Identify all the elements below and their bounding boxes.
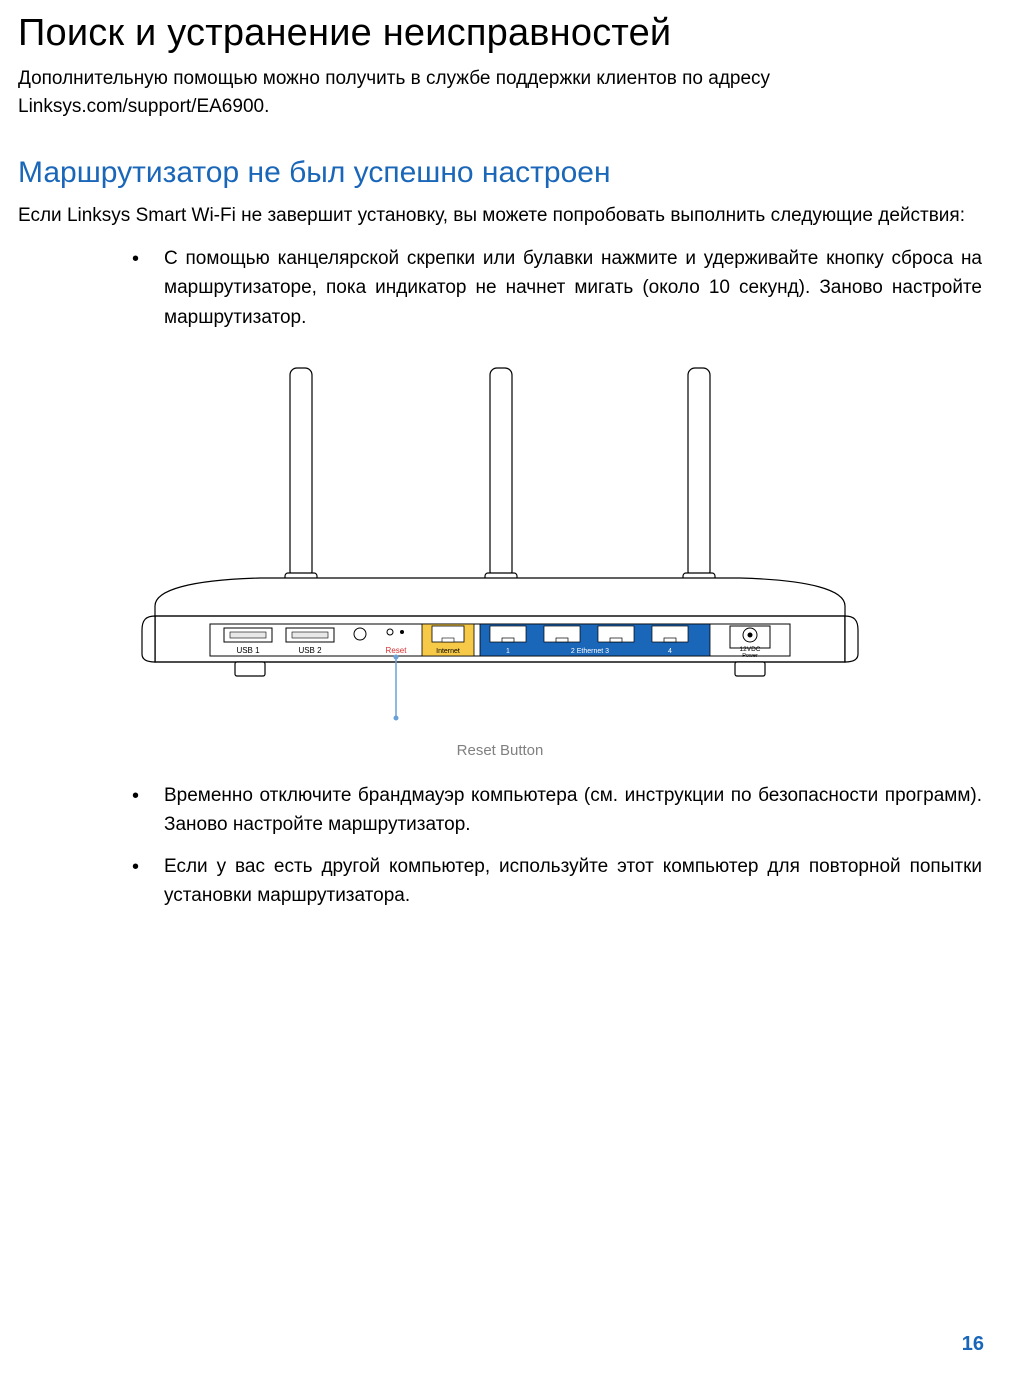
figure-caption: Reset Button: [18, 742, 982, 759]
section-intro: Если Linksys Smart Wi-Fi не завершит уст…: [18, 202, 982, 230]
label-internet: Internet: [436, 648, 460, 655]
bullet-item-1: С помощью канцелярской скрепки или булав…: [128, 244, 982, 332]
label-power: 12VDC: [740, 646, 761, 653]
label-usb1: USB 1: [236, 646, 260, 655]
label-eth4: 4: [668, 648, 672, 655]
label-eth1: 1: [506, 648, 510, 655]
label-usb2: USB 2: [298, 646, 322, 655]
label-power-sub: Power: [742, 653, 758, 659]
page-title: Поиск и устранение неисправностей: [18, 12, 982, 55]
router-diagram: USB 1 USB 2 Reset Internet: [140, 358, 860, 728]
reset-callout: [394, 654, 399, 720]
label-reset: Reset: [386, 646, 408, 655]
intro-paragraph: Дополнительную помощью можно получить в …: [18, 65, 982, 120]
bullet-item-3: Если у вас есть другой компьютер, исполь…: [128, 852, 982, 911]
section-title: Маршрутизатор не был успешно настроен: [18, 156, 982, 190]
bullet-item-2: Временно отключите брандмауэр компьютера…: [128, 781, 982, 840]
page-number: 16: [962, 1333, 984, 1356]
router-figure: USB 1 USB 2 Reset Internet: [18, 358, 982, 728]
label-eth-group: 2 Ethernet 3: [571, 648, 609, 655]
